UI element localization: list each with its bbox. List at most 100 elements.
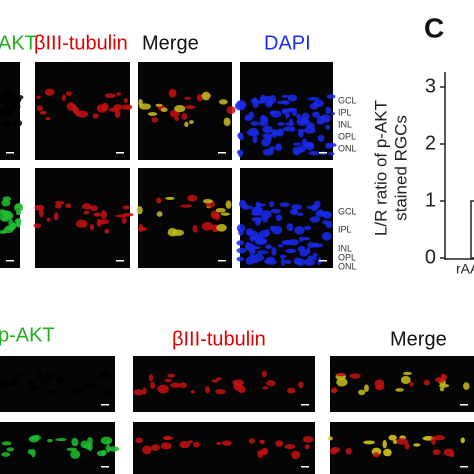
cell xyxy=(187,440,193,444)
cell xyxy=(192,225,198,233)
cell xyxy=(116,92,122,96)
header: Merge xyxy=(390,328,447,350)
cell xyxy=(28,435,40,443)
cell xyxy=(89,205,99,212)
cell xyxy=(396,438,409,445)
cell xyxy=(282,109,288,113)
cell xyxy=(284,259,292,264)
cell xyxy=(256,250,269,255)
y-label-line: L/R ratio of p-AKT xyxy=(371,100,390,236)
cell xyxy=(121,104,133,110)
cell xyxy=(37,370,43,378)
cell xyxy=(226,106,236,115)
cell xyxy=(314,200,321,209)
cell xyxy=(298,381,304,389)
cell xyxy=(36,95,41,99)
cell xyxy=(45,389,58,394)
cell xyxy=(36,105,44,112)
cell xyxy=(277,121,285,126)
cell xyxy=(247,130,260,137)
scale-bar xyxy=(460,466,468,468)
cell xyxy=(325,124,331,130)
cell xyxy=(101,449,107,456)
cell xyxy=(14,203,24,213)
cell xyxy=(108,446,120,452)
cell xyxy=(423,379,430,386)
cell xyxy=(236,247,247,254)
header: p-AKT xyxy=(0,324,55,346)
cell xyxy=(181,113,188,120)
cell xyxy=(155,103,163,107)
cell xyxy=(327,436,333,441)
cell xyxy=(330,112,335,116)
cell xyxy=(245,256,254,265)
cell xyxy=(108,107,120,112)
cell xyxy=(254,100,265,104)
cell xyxy=(92,113,99,119)
cell xyxy=(299,249,309,257)
cell xyxy=(269,201,275,208)
cell xyxy=(174,116,180,122)
cell xyxy=(330,447,341,453)
cell xyxy=(261,370,267,378)
cell xyxy=(388,434,397,441)
cell xyxy=(157,384,169,394)
micrographs xyxy=(0,62,474,474)
cell xyxy=(39,110,47,115)
cell xyxy=(179,382,187,389)
cell xyxy=(55,438,67,442)
cell xyxy=(156,211,163,217)
cell xyxy=(404,443,410,450)
cell xyxy=(282,126,293,132)
cell xyxy=(291,204,303,210)
cell xyxy=(336,377,348,387)
cell xyxy=(262,386,269,390)
cell xyxy=(61,94,67,102)
cell xyxy=(251,246,261,250)
cell xyxy=(308,150,321,156)
cell xyxy=(179,441,191,449)
cell xyxy=(223,117,231,127)
cell xyxy=(89,223,95,231)
cell xyxy=(248,438,255,444)
cell xyxy=(65,91,72,96)
cell xyxy=(187,194,198,202)
cell xyxy=(138,223,144,233)
cell xyxy=(258,207,263,213)
cell xyxy=(284,444,296,450)
cell xyxy=(260,115,267,120)
cell xyxy=(262,148,274,156)
cell xyxy=(0,107,4,113)
cell xyxy=(15,210,22,216)
cell xyxy=(12,119,23,127)
cell xyxy=(142,445,152,455)
layer-label: ONL xyxy=(338,143,357,153)
cell xyxy=(430,436,436,445)
cell xyxy=(270,110,282,118)
cell xyxy=(150,381,156,389)
cell xyxy=(306,205,317,210)
cell xyxy=(285,112,290,119)
cell xyxy=(170,382,181,388)
cell xyxy=(271,246,277,256)
cell xyxy=(460,437,465,444)
cell xyxy=(184,105,196,109)
cell xyxy=(76,110,89,118)
cell xyxy=(307,96,320,101)
cell xyxy=(279,254,287,259)
y-label-line: stained RGCs xyxy=(391,115,410,221)
cell xyxy=(215,207,226,213)
cell xyxy=(105,444,111,453)
cell xyxy=(104,93,116,98)
cell xyxy=(434,376,446,383)
cell xyxy=(3,95,13,103)
cell xyxy=(164,378,172,383)
cell xyxy=(303,258,316,266)
cell xyxy=(45,117,51,121)
cell xyxy=(363,384,369,392)
cell xyxy=(282,240,292,246)
cell xyxy=(261,138,271,147)
cell xyxy=(70,389,78,395)
cell xyxy=(150,444,160,452)
cell xyxy=(105,440,111,445)
